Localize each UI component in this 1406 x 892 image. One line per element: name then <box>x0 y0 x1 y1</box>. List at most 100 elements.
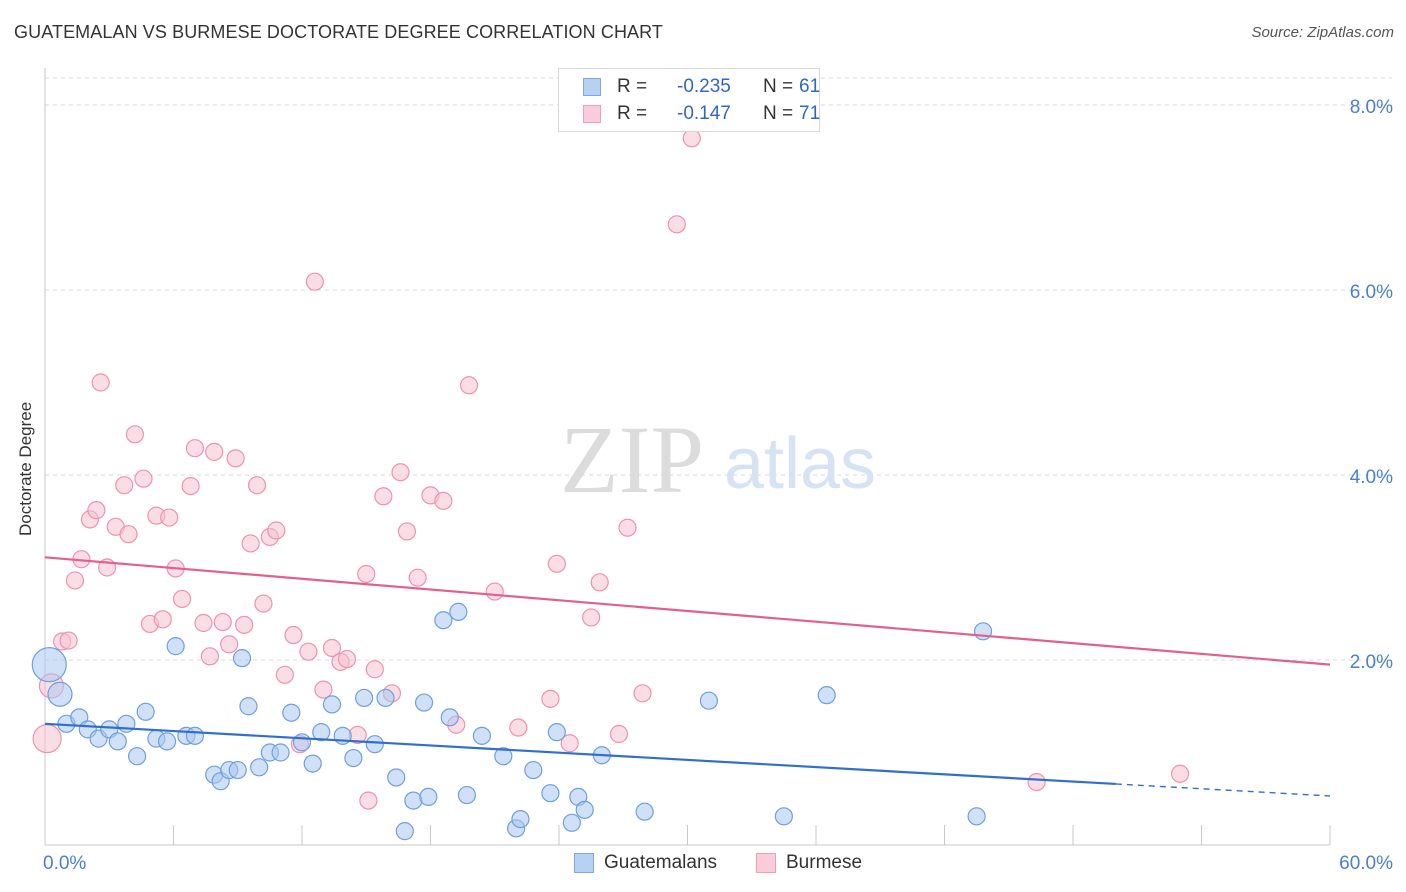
burmese-point <box>633 684 652 703</box>
burmese-point <box>172 589 192 609</box>
burmese-point <box>241 534 260 553</box>
burmese-point <box>541 689 560 708</box>
y-tick-label: 6.0% <box>1350 282 1393 303</box>
guatemalan-point <box>344 748 363 768</box>
guatemalan-point <box>511 809 530 829</box>
guatemalan-point <box>635 802 654 821</box>
x-tick-label: 0.0% <box>43 853 86 874</box>
series-legend-guatemalans[interactable]: Guatemalans <box>574 852 717 874</box>
guatemalan-point <box>404 791 423 810</box>
guatemalan-point <box>973 622 993 641</box>
guatemalan-point <box>228 760 247 780</box>
burmese-point <box>391 463 410 482</box>
guatemalan-point <box>434 611 453 630</box>
burmese-point <box>359 791 378 810</box>
guatemalan-point <box>524 760 543 780</box>
burmese-point <box>153 610 172 629</box>
burmese-point <box>582 608 601 627</box>
burmese-point <box>160 508 179 527</box>
guatemalan-trend-extension <box>1115 783 1331 797</box>
series-swatch-burmese <box>756 853 776 873</box>
guatemalan-point <box>967 807 986 826</box>
burmese-point <box>32 724 62 754</box>
series-swatch-guatemalans <box>574 853 594 873</box>
tick-labels: 2.0% 4.0% 6.0% 8.0% 0.0% 60.0% <box>43 97 1393 874</box>
legend-n-value: 61 <box>799 76 821 97</box>
guatemalan-point <box>282 703 301 722</box>
burmese-point <box>119 525 138 544</box>
guatemalan-point <box>355 688 374 708</box>
y-tick-label: 4.0% <box>1350 467 1393 488</box>
burmese-point <box>200 647 220 666</box>
y-tick-label: 8.0% <box>1350 97 1393 118</box>
burmese-point <box>91 373 110 392</box>
burmese-point <box>205 442 224 461</box>
guatemalan-point <box>472 726 491 745</box>
series-label-burmese: Burmese <box>786 852 863 873</box>
burmese-point <box>235 615 254 634</box>
burmese-point <box>547 554 566 573</box>
legend-n-value: 71 <box>799 103 821 124</box>
guatemalan-point <box>419 787 438 807</box>
y-axis-title: Doctorate Degree <box>16 401 35 536</box>
burmese-point <box>247 476 267 495</box>
burmese-point <box>667 215 686 234</box>
burmese-point <box>397 522 417 541</box>
guatemalan-point <box>547 723 566 742</box>
guatemalan-point <box>541 784 560 803</box>
burmese-point <box>181 477 200 496</box>
guatemalan-point <box>376 688 395 708</box>
guatemalan-point <box>575 800 594 819</box>
guatemalan-point <box>494 747 513 766</box>
burmese-point <box>434 491 453 510</box>
chart-title: GUATEMALAN VS BURMESE DOCTORATE DEGREE C… <box>14 22 664 42</box>
guatemalan-point <box>457 785 477 805</box>
guatemalan-point <box>365 735 384 754</box>
legend-r-value: -0.235 <box>677 76 731 97</box>
correlation-legend: R = -0.235 N = 61 R = -0.147 N = 71 <box>558 68 820 132</box>
trend-lines <box>44 556 1331 797</box>
source-label: Source: ZipAtlas.com <box>1251 24 1394 41</box>
guatemalan-point <box>47 681 73 707</box>
burmese-point <box>299 642 318 661</box>
burmese-point <box>365 660 384 679</box>
burmese-point <box>254 594 273 613</box>
guatemalan-point <box>817 686 836 705</box>
legend-r-value: -0.147 <box>677 103 731 124</box>
y-axis-title-wrap: Doctorate Degree <box>16 402 36 556</box>
burmese-point <box>560 734 579 753</box>
guatemalan-point <box>774 807 793 826</box>
burmese-point <box>267 521 286 540</box>
series-label-guatemalans: Guatemalans <box>604 852 718 873</box>
series-legend-burmese[interactable]: Burmese <box>756 852 862 874</box>
burmese-point <box>220 635 239 654</box>
guatemalan-point <box>699 691 719 710</box>
guatemalan-point <box>166 637 185 656</box>
guatemalan-point <box>127 747 147 766</box>
watermark-atlas: atlas <box>724 424 876 504</box>
burmese-point <box>134 469 153 488</box>
burmese-point <box>59 631 78 650</box>
burmese-point <box>213 612 232 632</box>
series-legend: Guatemalans Burmese <box>0 852 1406 876</box>
guatemalan-point <box>322 695 342 714</box>
guatemalan-point <box>232 649 252 668</box>
guatemalan-point <box>271 743 290 762</box>
burmese-point <box>374 487 393 506</box>
burmese-point <box>408 568 427 587</box>
burmese-point <box>485 582 504 601</box>
guatemalan-point <box>414 693 434 712</box>
guatemalan-point <box>303 754 322 773</box>
burmese-point <box>357 564 376 584</box>
burmese-point <box>322 638 342 658</box>
burmese-point <box>65 571 85 590</box>
guatemalan-point <box>292 733 312 752</box>
watermark: ZIP atlas <box>560 406 876 513</box>
burmese-point <box>194 613 213 633</box>
guatemalan-point <box>440 708 459 727</box>
legend-swatch-guatemalans <box>583 78 601 96</box>
burmese-point <box>459 376 479 395</box>
burmese-point <box>115 476 134 495</box>
watermark-zip: ZIP <box>560 406 704 513</box>
guatemalan-point <box>31 647 67 683</box>
